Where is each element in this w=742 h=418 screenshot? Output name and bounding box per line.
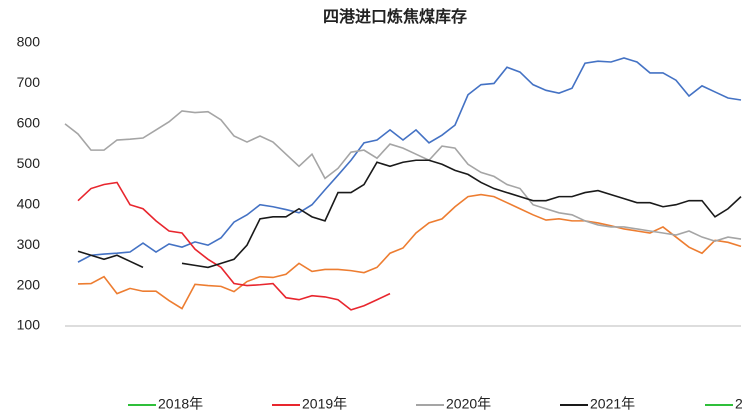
legend-label: 2 bbox=[735, 396, 742, 412]
legend-label: 2020年 bbox=[446, 396, 491, 412]
series-line bbox=[77, 57, 742, 263]
y-tick-label: 700 bbox=[17, 74, 41, 90]
series-line bbox=[64, 110, 742, 242]
legend-label: 2021年 bbox=[590, 396, 635, 412]
y-tick-label: 200 bbox=[17, 276, 41, 292]
legend-label: 2019年 bbox=[302, 396, 347, 412]
y-tick-label: 400 bbox=[17, 195, 41, 211]
y-tick-label: 600 bbox=[17, 115, 41, 131]
y-tick-label: 100 bbox=[17, 317, 41, 333]
y-tick-label: 500 bbox=[17, 155, 41, 171]
chart-title: 四港进口炼焦煤库存 bbox=[323, 7, 467, 26]
legend-label: 2018年 bbox=[158, 396, 203, 412]
y-tick-label: 800 bbox=[17, 34, 41, 50]
series-line bbox=[77, 159, 742, 269]
series-line bbox=[77, 181, 391, 311]
y-tick-label: 300 bbox=[17, 236, 41, 252]
series-line bbox=[77, 193, 742, 310]
